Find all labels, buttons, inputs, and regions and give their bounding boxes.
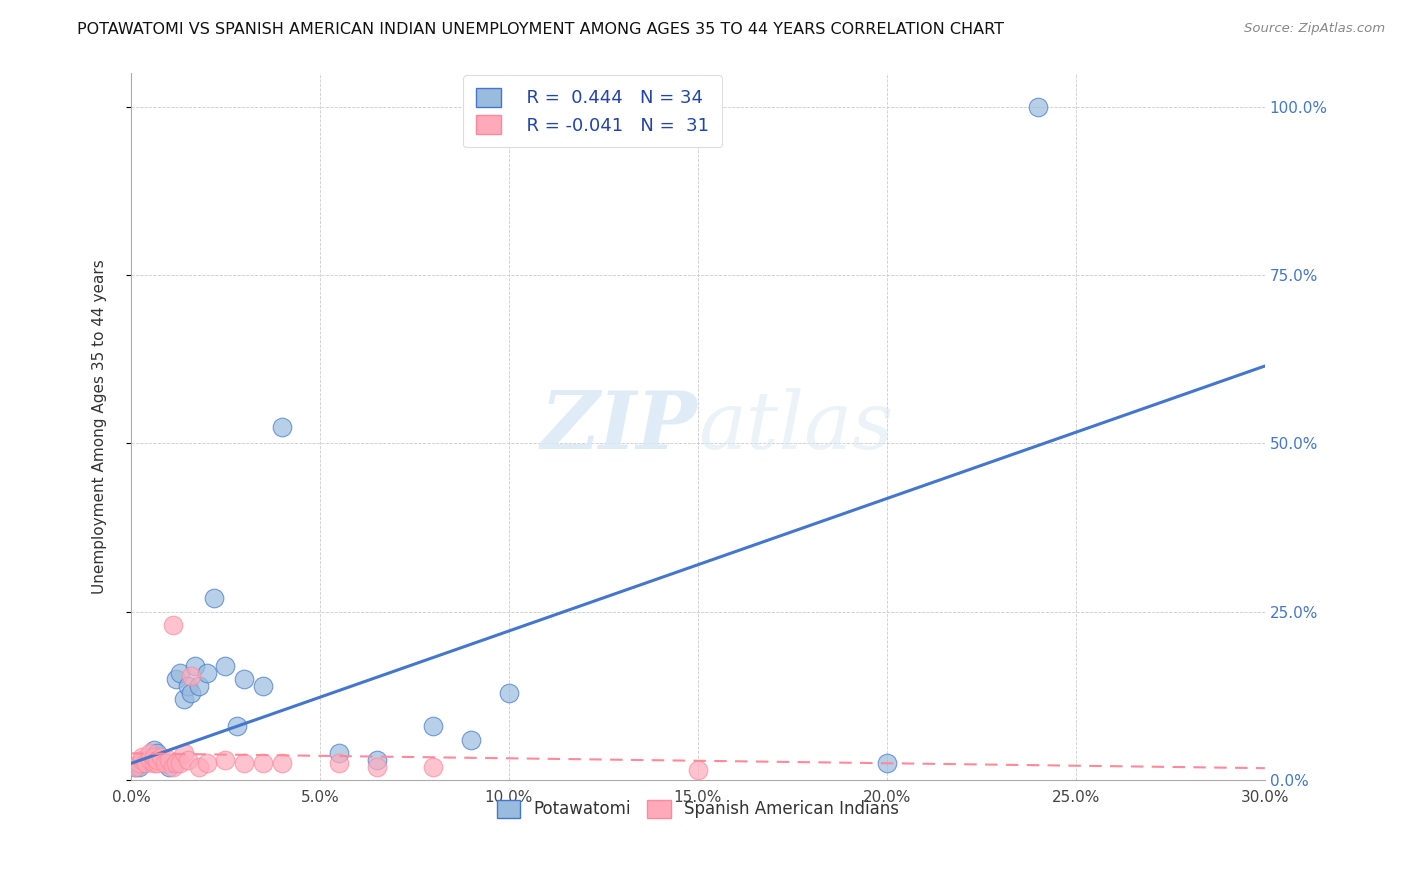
Point	[173, 747, 195, 761]
Point	[214, 753, 236, 767]
Point	[162, 756, 184, 771]
Point	[271, 756, 294, 771]
Point	[686, 763, 709, 777]
Point	[128, 760, 150, 774]
Point	[366, 760, 388, 774]
Point	[252, 679, 274, 693]
Point	[176, 753, 198, 767]
Point	[233, 756, 256, 771]
Point	[195, 665, 218, 680]
Point	[157, 760, 180, 774]
Point	[131, 753, 153, 767]
Point	[328, 756, 350, 771]
Point	[157, 753, 180, 767]
Point	[165, 756, 187, 771]
Point	[153, 756, 176, 771]
Point	[574, 100, 596, 114]
Point	[150, 749, 173, 764]
Text: ZIP: ZIP	[541, 388, 697, 466]
Point	[131, 749, 153, 764]
Point	[150, 753, 173, 767]
Point	[876, 756, 898, 771]
Point	[202, 591, 225, 606]
Point	[142, 749, 165, 764]
Point	[139, 753, 162, 767]
Point	[422, 760, 444, 774]
Text: Source: ZipAtlas.com: Source: ZipAtlas.com	[1244, 22, 1385, 36]
Point	[180, 686, 202, 700]
Point	[146, 747, 169, 761]
Point	[180, 669, 202, 683]
Point	[214, 658, 236, 673]
Point	[162, 618, 184, 632]
Point	[195, 756, 218, 771]
Point	[135, 756, 157, 771]
Point	[173, 692, 195, 706]
Point	[1026, 100, 1049, 114]
Legend: Potawatomi, Spanish American Indians: Potawatomi, Spanish American Indians	[489, 793, 905, 825]
Point	[460, 732, 482, 747]
Point	[184, 658, 207, 673]
Point	[139, 753, 162, 767]
Point	[422, 719, 444, 733]
Point	[366, 753, 388, 767]
Point	[165, 672, 187, 686]
Point	[498, 686, 520, 700]
Point	[135, 753, 157, 767]
Point	[146, 756, 169, 771]
Point	[162, 760, 184, 774]
Point	[225, 719, 247, 733]
Point	[124, 760, 146, 774]
Point	[188, 760, 211, 774]
Point	[169, 665, 191, 680]
Point	[142, 756, 165, 771]
Point	[233, 672, 256, 686]
Y-axis label: Unemployment Among Ages 35 to 44 years: Unemployment Among Ages 35 to 44 years	[93, 260, 107, 594]
Point	[328, 747, 350, 761]
Point	[146, 753, 169, 767]
Point	[252, 756, 274, 771]
Point	[131, 756, 153, 771]
Point	[176, 679, 198, 693]
Text: POTAWATOMI VS SPANISH AMERICAN INDIAN UNEMPLOYMENT AMONG AGES 35 TO 44 YEARS COR: POTAWATOMI VS SPANISH AMERICAN INDIAN UN…	[77, 22, 1004, 37]
Point	[142, 749, 165, 764]
Text: atlas: atlas	[697, 388, 893, 466]
Point	[124, 760, 146, 774]
Point	[169, 756, 191, 771]
Point	[153, 756, 176, 771]
Point	[128, 756, 150, 771]
Point	[139, 747, 162, 761]
Point	[188, 679, 211, 693]
Point	[142, 743, 165, 757]
Point	[271, 419, 294, 434]
